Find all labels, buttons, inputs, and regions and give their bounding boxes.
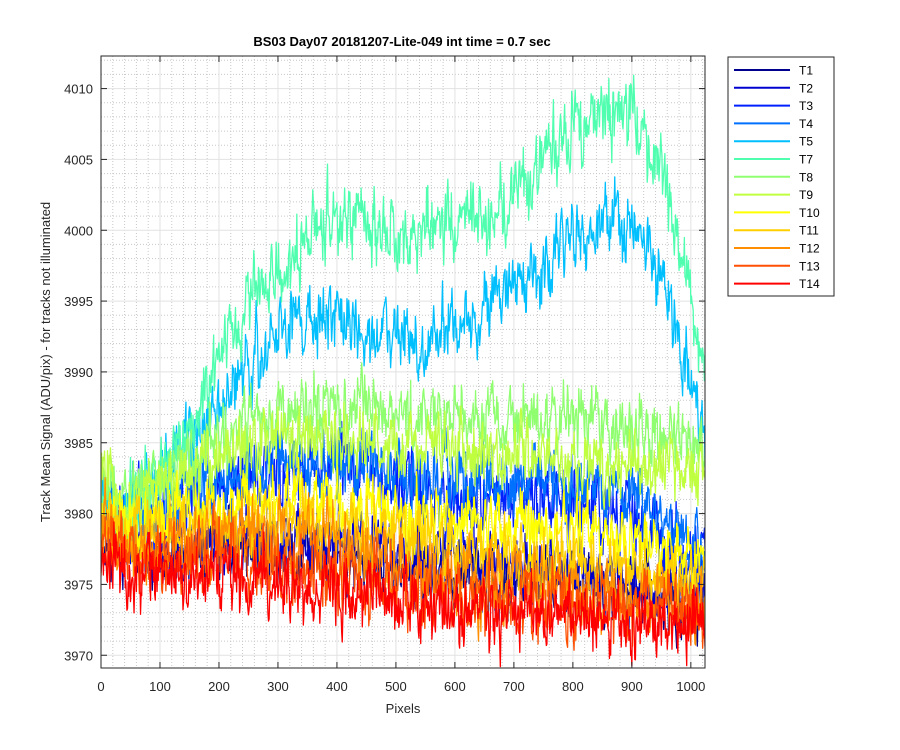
y-tick-label: 3970 xyxy=(64,648,93,663)
legend-label-t12: T12 xyxy=(799,242,820,256)
x-tick-label: 700 xyxy=(503,679,525,694)
y-tick-label: 3995 xyxy=(64,294,93,309)
x-tick-label: 400 xyxy=(326,679,348,694)
legend-label-t14: T14 xyxy=(799,277,820,291)
legend-label-t2: T2 xyxy=(799,81,813,95)
y-tick-label: 3990 xyxy=(64,365,93,380)
y-tick-label: 3985 xyxy=(64,436,93,451)
y-tick-label: 3975 xyxy=(64,577,93,592)
legend-label-t9: T9 xyxy=(799,188,813,202)
legend-label-t1: T1 xyxy=(799,64,813,78)
x-tick-label: 300 xyxy=(267,679,289,694)
x-tick-label: 500 xyxy=(385,679,407,694)
y-tick-label: 3980 xyxy=(64,507,93,522)
y-axis-label: Track Mean Signal (ADU/pix) - for tracks… xyxy=(38,202,53,522)
x-axis-label: Pixels xyxy=(386,701,421,716)
legend-label-t7: T7 xyxy=(799,153,813,167)
x-tick-label: 0 xyxy=(97,679,104,694)
y-axis-ticks: 3970 3975 3980 3985 3990 3995 4000 4005 4010 xyxy=(64,82,705,663)
x-tick-label: 200 xyxy=(208,679,230,694)
y-tick-label: 4010 xyxy=(64,82,93,97)
legend: T1 T2 T3 T4 T5 T7 T8 T9 T10 T11 T12 T13 T14 xyxy=(727,56,835,297)
series-line-t14 xyxy=(101,521,705,668)
series-line-t7 xyxy=(101,74,705,550)
x-tick-label: 800 xyxy=(562,679,584,694)
y-tick-label: 4000 xyxy=(64,223,93,238)
legend-label-t13: T13 xyxy=(799,259,820,273)
series-line-t4 xyxy=(101,425,705,575)
legend-label-t8: T8 xyxy=(799,170,813,184)
x-tick-label: 900 xyxy=(621,679,643,694)
series-line-t9 xyxy=(101,401,705,537)
legend-label-t4: T4 xyxy=(799,117,813,131)
series-layer xyxy=(101,74,705,668)
legend-label-t3: T3 xyxy=(799,99,813,113)
legend-label-t11: T11 xyxy=(799,224,819,238)
x-tick-label: 100 xyxy=(149,679,171,694)
legend-label-t5: T5 xyxy=(799,135,813,149)
x-tick-label: 600 xyxy=(444,679,466,694)
y-tick-label: 4005 xyxy=(64,152,93,167)
plot-frame xyxy=(100,55,706,669)
x-axis-ticks: 0 100 200 300 400 500 600 700 800 900 1000 xyxy=(97,56,705,694)
chart-title: BS03 Day07 20181207-Lite-049 int time = … xyxy=(253,34,550,49)
x-tick-label: 1000 xyxy=(676,679,705,694)
legend-label-t10: T10 xyxy=(799,206,820,220)
